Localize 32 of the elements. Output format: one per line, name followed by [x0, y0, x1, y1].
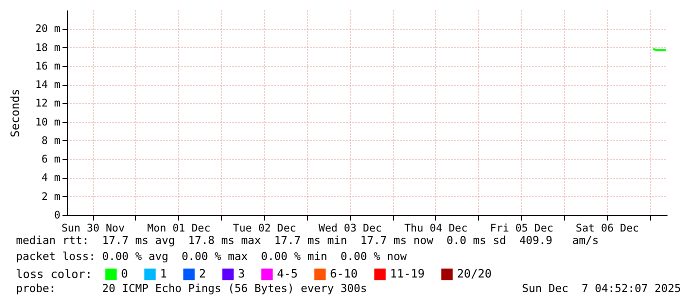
legend-label: 2	[199, 266, 206, 280]
y-tick-label: 20 m	[35, 23, 60, 36]
y-tick-label: 14 m	[35, 79, 60, 92]
legend-label: 3	[238, 266, 245, 280]
y-tick-label: 10 m	[35, 116, 60, 128]
x-tick-label: Sat 06 Dec	[576, 222, 639, 234]
text: packet loss: 0.00 % avg 0.00 % max 0.00 % min 0.00 % now	[16, 250, 407, 264]
legend-label: 20/20	[457, 266, 492, 280]
legend-title: loss color:	[16, 267, 92, 281]
x-tick-label: Sun 30 Nov	[61, 222, 125, 234]
y-tick-label: 12 m	[35, 98, 60, 110]
text: median rtt: 17.7 ms avg 17.8 ms max 17.7 ms min 17.7 ms now 0.0 ms sd 409.9 am/s	[16, 234, 599, 248]
legend-label: 0	[121, 266, 128, 280]
x-tick-label: Fri 05 Dec	[490, 222, 554, 234]
x-tick-label: Wed 03 Dec	[318, 222, 382, 234]
y-tick-label: 0	[54, 210, 60, 222]
y-tick-label: 2 m	[42, 190, 60, 203]
legend-label: 1	[160, 266, 167, 280]
y-tick-label: 4 m	[42, 172, 60, 184]
text: Sun Dec 7 04:52:07 2025	[522, 282, 681, 296]
y-tick-label: 18 m	[35, 42, 60, 54]
y-tick-label: 8 m	[42, 134, 60, 147]
legend-label: 6-10	[330, 266, 358, 280]
y-tick-label: 16 m	[35, 60, 60, 72]
x-tick-label: Tue 02 Dec	[232, 222, 296, 234]
x-tick-label: Mon 01 Dec	[147, 222, 210, 234]
text: probe: 20 ICMP Echo Pings (56 Bytes) every 300s	[16, 282, 367, 296]
y-axis-title: Seconds	[8, 88, 22, 138]
legend-label: 4-5	[277, 266, 298, 280]
legend-label: 11-19	[390, 266, 425, 280]
x-tick-label: Thu 04 Dec	[404, 222, 468, 234]
y-tick-label: 6 m	[42, 154, 60, 166]
